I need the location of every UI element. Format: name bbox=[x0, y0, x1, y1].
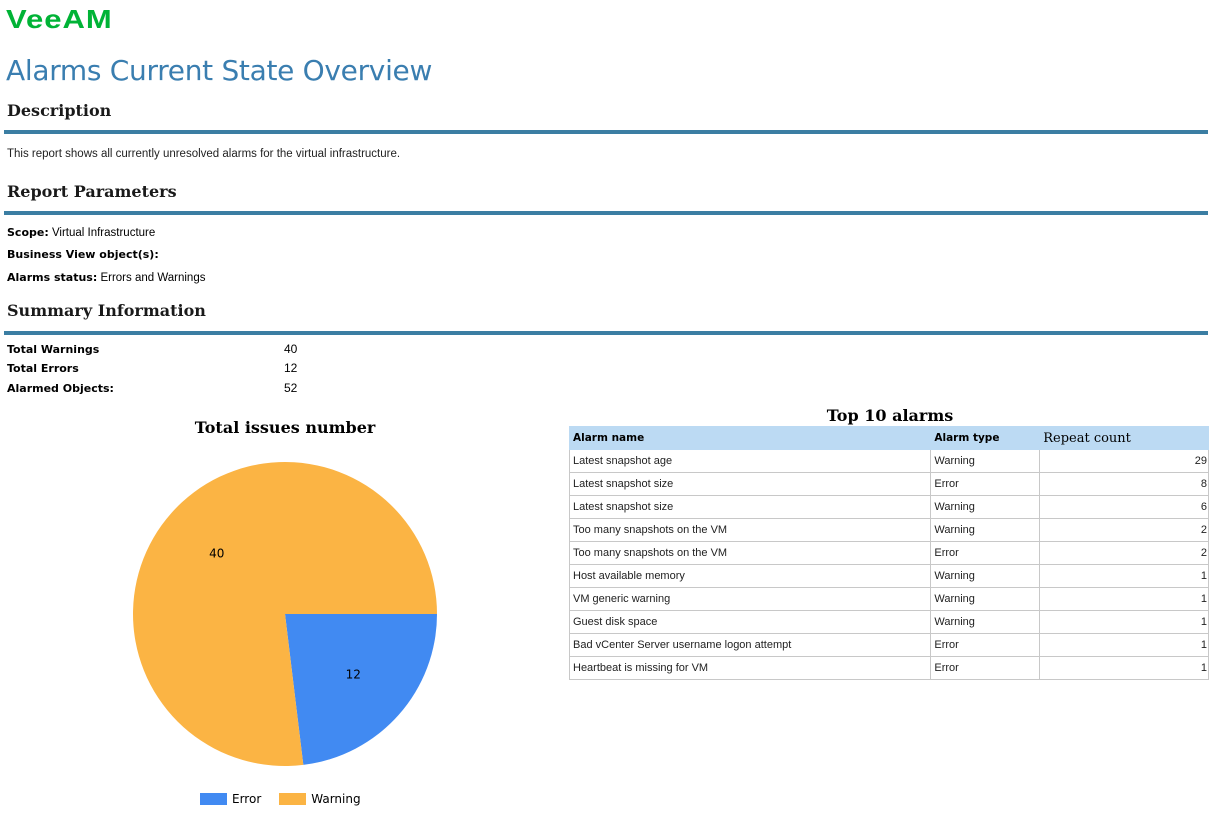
summary-value: 52 bbox=[284, 381, 298, 395]
alarm-type-cell: Error bbox=[930, 472, 1041, 496]
param-scope-label: Scope: bbox=[7, 226, 49, 239]
alarm-type-cell: Error bbox=[930, 541, 1041, 565]
table-row: Latest snapshot age Warning 29 bbox=[568, 449, 1209, 473]
summary-heading: Summary Information bbox=[7, 301, 206, 320]
table-row: Guest disk space Warning 1 bbox=[568, 610, 1209, 634]
summary-label: Total Errors bbox=[7, 362, 79, 375]
repeat-count-cell: 2 bbox=[1039, 541, 1209, 565]
table-row: Host available memory Warning 1 bbox=[568, 564, 1209, 588]
table-row: Too many snapshots on the VM Error 2 bbox=[568, 541, 1209, 565]
description-text: This report shows all currently unresolv… bbox=[7, 148, 401, 160]
column-header-repeat-count: Repeat count bbox=[1039, 426, 1209, 450]
alarm-type-cell: Warning bbox=[930, 610, 1041, 634]
legend-swatch-error bbox=[200, 793, 227, 805]
param-alarms-status-value: Errors and Warnings bbox=[100, 272, 206, 284]
table-row: Bad vCenter Server username logon attemp… bbox=[568, 633, 1209, 657]
table-row: Latest snapshot size Warning 6 bbox=[568, 495, 1209, 519]
param-alarms-status-label: Alarms status: bbox=[7, 271, 98, 284]
alarm-type-cell: Warning bbox=[930, 449, 1041, 473]
alarm-name-cell: Heartbeat is missing for VM bbox=[568, 656, 932, 680]
section-divider bbox=[4, 130, 1208, 134]
repeat-count-cell: 8 bbox=[1039, 472, 1209, 496]
table-row: Heartbeat is missing for VM Error 1 bbox=[568, 656, 1209, 680]
pie-data-label-error: 12 bbox=[346, 667, 361, 681]
pie-slice-warning bbox=[132, 462, 437, 766]
param-scope-value: Virtual Infrastructure bbox=[51, 227, 156, 239]
description-heading: Description bbox=[7, 101, 112, 120]
repeat-count-cell: 29 bbox=[1039, 449, 1209, 473]
param-alarms-status: Alarms status: Errors and Warnings bbox=[7, 270, 205, 286]
param-business-view: Business View object(s): bbox=[7, 247, 159, 263]
summary-value: 40 bbox=[284, 342, 298, 356]
alarm-type-cell: Warning bbox=[930, 518, 1041, 542]
alarm-name-cell: Guest disk space bbox=[568, 610, 932, 634]
page-title: Alarms Current State Overview bbox=[6, 54, 433, 87]
veeam-logo: VeeAM bbox=[6, 4, 113, 34]
legend-swatch-warning bbox=[279, 793, 307, 805]
alarm-type-cell: Warning bbox=[930, 587, 1041, 611]
repeat-count-cell: 1 bbox=[1039, 610, 1209, 634]
legend-item-warning: Warning bbox=[279, 792, 361, 806]
summary-value: 12 bbox=[284, 361, 298, 375]
section-divider bbox=[4, 331, 1208, 335]
summary-label: Alarmed Objects: bbox=[7, 382, 114, 395]
alarm-name-cell: Too many snapshots on the VM bbox=[568, 541, 932, 565]
pie-chart: 12 40 bbox=[132, 462, 437, 766]
alarm-name-cell: Latest snapshot age bbox=[568, 449, 932, 473]
repeat-count-cell: 1 bbox=[1039, 587, 1209, 611]
table-header-row: Alarm name Alarm type Repeat count bbox=[568, 426, 1209, 450]
repeat-count-cell: 1 bbox=[1039, 633, 1209, 657]
alarm-name-cell: Bad vCenter Server username logon attemp… bbox=[568, 633, 932, 657]
table-row: Too many snapshots on the VM Warning 2 bbox=[568, 518, 1209, 542]
table-row: VM generic warning Warning 1 bbox=[568, 587, 1209, 611]
alarm-type-cell: Error bbox=[930, 633, 1041, 657]
column-header-alarm-name: Alarm name bbox=[568, 426, 932, 450]
top-alarms-table: Alarm name Alarm type Repeat count Lates… bbox=[568, 426, 1209, 680]
alarm-name-cell: Too many snapshots on the VM bbox=[568, 518, 932, 542]
alarm-type-cell: Error bbox=[930, 656, 1041, 680]
report-parameters-heading: Report Parameters bbox=[7, 182, 177, 201]
pie-slice-error bbox=[285, 614, 437, 765]
legend-label-error: Error bbox=[232, 792, 262, 806]
legend-label-warning: Warning bbox=[311, 792, 361, 806]
alarm-name-cell: Host available memory bbox=[568, 564, 932, 588]
repeat-count-cell: 1 bbox=[1039, 564, 1209, 588]
column-header-alarm-type: Alarm type bbox=[930, 426, 1041, 450]
pie-data-label-warning: 40 bbox=[209, 547, 224, 561]
param-business-view-label: Business View object(s): bbox=[7, 248, 159, 261]
pie-chart-title: Total issues number bbox=[194, 418, 376, 437]
top-alarms-title: Top 10 alarms bbox=[826, 406, 954, 425]
param-scope: Scope: Virtual Infrastructure bbox=[7, 225, 155, 241]
repeat-count-cell: 2 bbox=[1039, 518, 1209, 542]
table-row: Latest snapshot size Error 8 bbox=[568, 472, 1209, 496]
repeat-count-cell: 6 bbox=[1039, 495, 1209, 519]
legend-item-error: Error bbox=[200, 792, 261, 806]
pie-legend: Error Warning bbox=[200, 792, 379, 806]
alarm-name-cell: VM generic warning bbox=[568, 587, 932, 611]
summary-label: Total Warnings bbox=[7, 343, 100, 356]
repeat-count-cell: 1 bbox=[1039, 656, 1209, 680]
alarm-type-cell: Warning bbox=[930, 495, 1041, 519]
alarm-name-cell: Latest snapshot size bbox=[568, 472, 932, 496]
alarm-name-cell: Latest snapshot size bbox=[568, 495, 932, 519]
alarm-type-cell: Warning bbox=[930, 564, 1041, 588]
section-divider bbox=[4, 211, 1208, 215]
